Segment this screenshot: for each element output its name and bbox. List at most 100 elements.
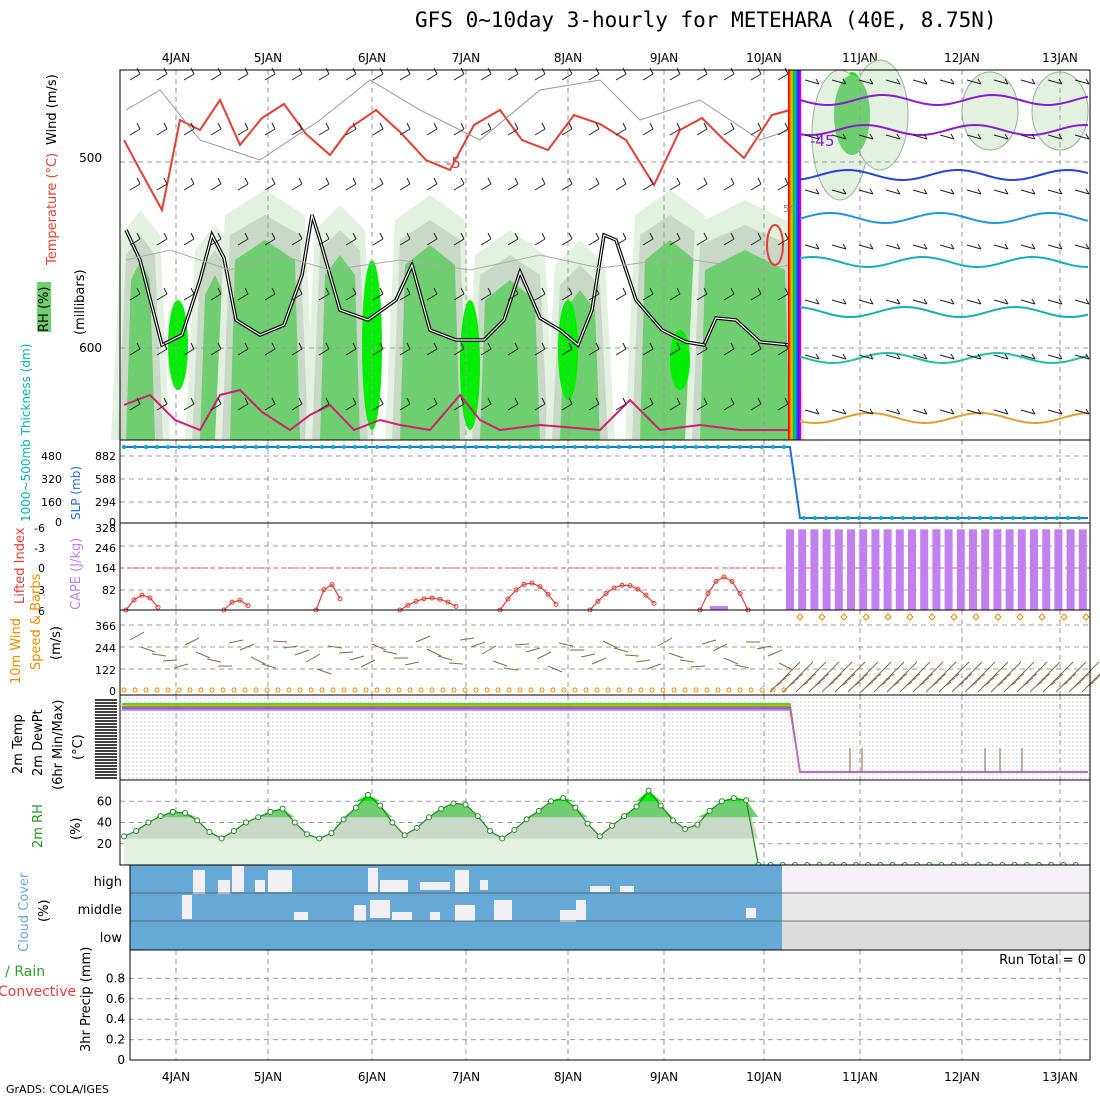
li-marker [651,600,657,606]
day-label-top-0: 4JAN [162,51,190,65]
wind-barb-10m [173,663,189,669]
wind-barb-upper [561,397,573,411]
wind-speed-marker [495,687,501,693]
wind-speed-marker-high [972,613,980,621]
p8-tick-3: 0.2 [106,1033,125,1047]
wind-barb-upper [183,177,195,191]
wind-barb-10m-strong [977,661,1009,693]
wind-barb-upper [183,342,195,356]
p3-li-tick-0: -6 [34,522,45,535]
thickness-marker [705,445,709,449]
wind-barb-10m [140,646,156,653]
wind-barb-upper [777,397,789,411]
label-millibars: (millibars) [73,269,88,335]
wind-barb-upper [588,397,600,411]
wind-speed-marker [319,687,325,693]
wind-barb-upper [156,122,168,136]
cape-bar-4 [834,529,843,610]
wind-barb-upper [507,122,519,136]
wind-barb-upper [453,232,465,246]
thickness-marker [606,445,610,449]
rh2m-point-43 [645,787,652,794]
cloud-gap-5 [368,868,378,892]
wind-barb-upper [669,67,681,81]
wind-barb-10m [657,637,673,647]
thickness-marker [945,516,949,520]
wind-barb-upper [858,188,874,195]
wind-barb-upper [750,232,762,246]
thickness-marker [727,445,731,449]
day-label-top-9: 13JAN [1042,51,1078,65]
rh2m-point-37 [572,804,579,811]
label-cloud-unit: (%) [37,900,52,923]
gray-contour-1 [125,79,791,161]
li-marker [155,604,161,610]
isotherm-right-0 [799,94,1089,106]
wind-barb-upper [669,232,681,246]
label-rh: RH (%) [37,287,52,332]
wind-barb-upper [777,122,789,136]
wind-barb-upper [696,342,708,356]
thickness-marker [397,445,401,449]
thickness-marker [628,445,632,449]
rh-dark-4 [400,245,460,440]
wind-barb-10m [580,653,596,658]
wind-barb-10m-strong [1055,661,1087,693]
thickness-marker [835,516,839,520]
label-convective: Convective [0,984,76,1000]
rh2m-point-42 [633,803,640,810]
wind-barb-upper [966,353,982,360]
wind-barb-upper [723,122,735,136]
wind-speed-marker [737,687,743,693]
wind-barb-upper [345,122,357,136]
wind-speed-marker [704,687,710,693]
wind-barb-upper [453,397,465,411]
rh2m-point-11 [255,814,262,821]
wind-speed-marker [726,687,732,693]
thickness-marker [912,516,916,520]
thickness-marker [846,516,850,520]
wind-barb-upper [1020,133,1036,140]
wind-barb-upper [723,232,735,246]
thickness-marker [243,445,247,449]
wind-barb-upper [264,67,276,81]
p3-li-tick-1: -3 [34,542,45,555]
wind-barb-upper [129,342,141,356]
thickness-marker [923,516,927,520]
thickness-marker [879,516,883,520]
thickness-marker [221,445,225,449]
thickness-marker [1022,516,1026,520]
wind-barb-upper [669,342,681,356]
wind-barb-upper [453,342,465,356]
cape-bar-13 [944,529,953,610]
cape-bar-7 [871,529,880,610]
panel-wind10m-frame [119,609,1091,696]
p1-ytick-600: 600 [79,341,102,355]
wind-speed-marker [649,687,655,693]
wind-speed-marker [231,687,237,693]
wind-barb-upper [507,287,519,301]
wind-barb-upper [156,397,168,411]
cloud-mid-empty [782,893,1090,921]
wind-speed-marker [682,687,688,693]
wind-speed-marker [176,687,182,693]
wind-speed-marker [671,687,677,693]
thickness-marker [441,445,445,449]
p2-right-tick-0: 882 [95,450,116,463]
wind-barb-upper [723,67,735,81]
li-marker [513,587,519,593]
thickness-marker [386,445,390,449]
cloud-gap-17 [494,900,512,920]
cloud-gap-22 [590,886,610,892]
rh2m-point-18 [340,816,347,823]
slp-line [122,446,1088,519]
rh-dark-8 [700,250,790,440]
day-label-top-8: 12JAN [944,51,980,65]
thickness-marker [232,445,236,449]
wind-barb-upper [399,177,411,191]
li-curve-0 [125,594,159,611]
wind-speed-marker [187,687,193,693]
wind-barb-upper [129,67,141,81]
wind-barb-upper [966,133,982,140]
temp-line-minus5-loop [766,224,784,266]
